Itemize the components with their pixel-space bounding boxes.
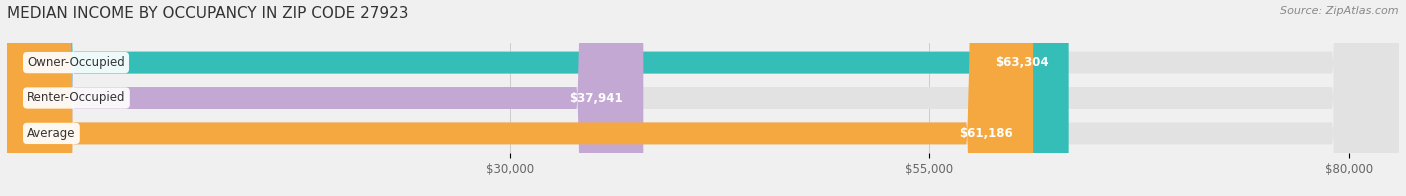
FancyBboxPatch shape: [7, 0, 1399, 196]
Text: $37,941: $37,941: [569, 92, 623, 104]
Text: Renter-Occupied: Renter-Occupied: [27, 92, 125, 104]
FancyBboxPatch shape: [7, 0, 644, 196]
FancyBboxPatch shape: [7, 0, 1069, 196]
Text: Source: ZipAtlas.com: Source: ZipAtlas.com: [1281, 6, 1399, 16]
Text: MEDIAN INCOME BY OCCUPANCY IN ZIP CODE 27923: MEDIAN INCOME BY OCCUPANCY IN ZIP CODE 2…: [7, 6, 409, 21]
Text: $63,304: $63,304: [995, 56, 1049, 69]
FancyBboxPatch shape: [7, 0, 1033, 196]
Text: $61,186: $61,186: [959, 127, 1012, 140]
Text: Owner-Occupied: Owner-Occupied: [27, 56, 125, 69]
Text: Average: Average: [27, 127, 76, 140]
FancyBboxPatch shape: [7, 0, 1399, 196]
FancyBboxPatch shape: [7, 0, 1399, 196]
